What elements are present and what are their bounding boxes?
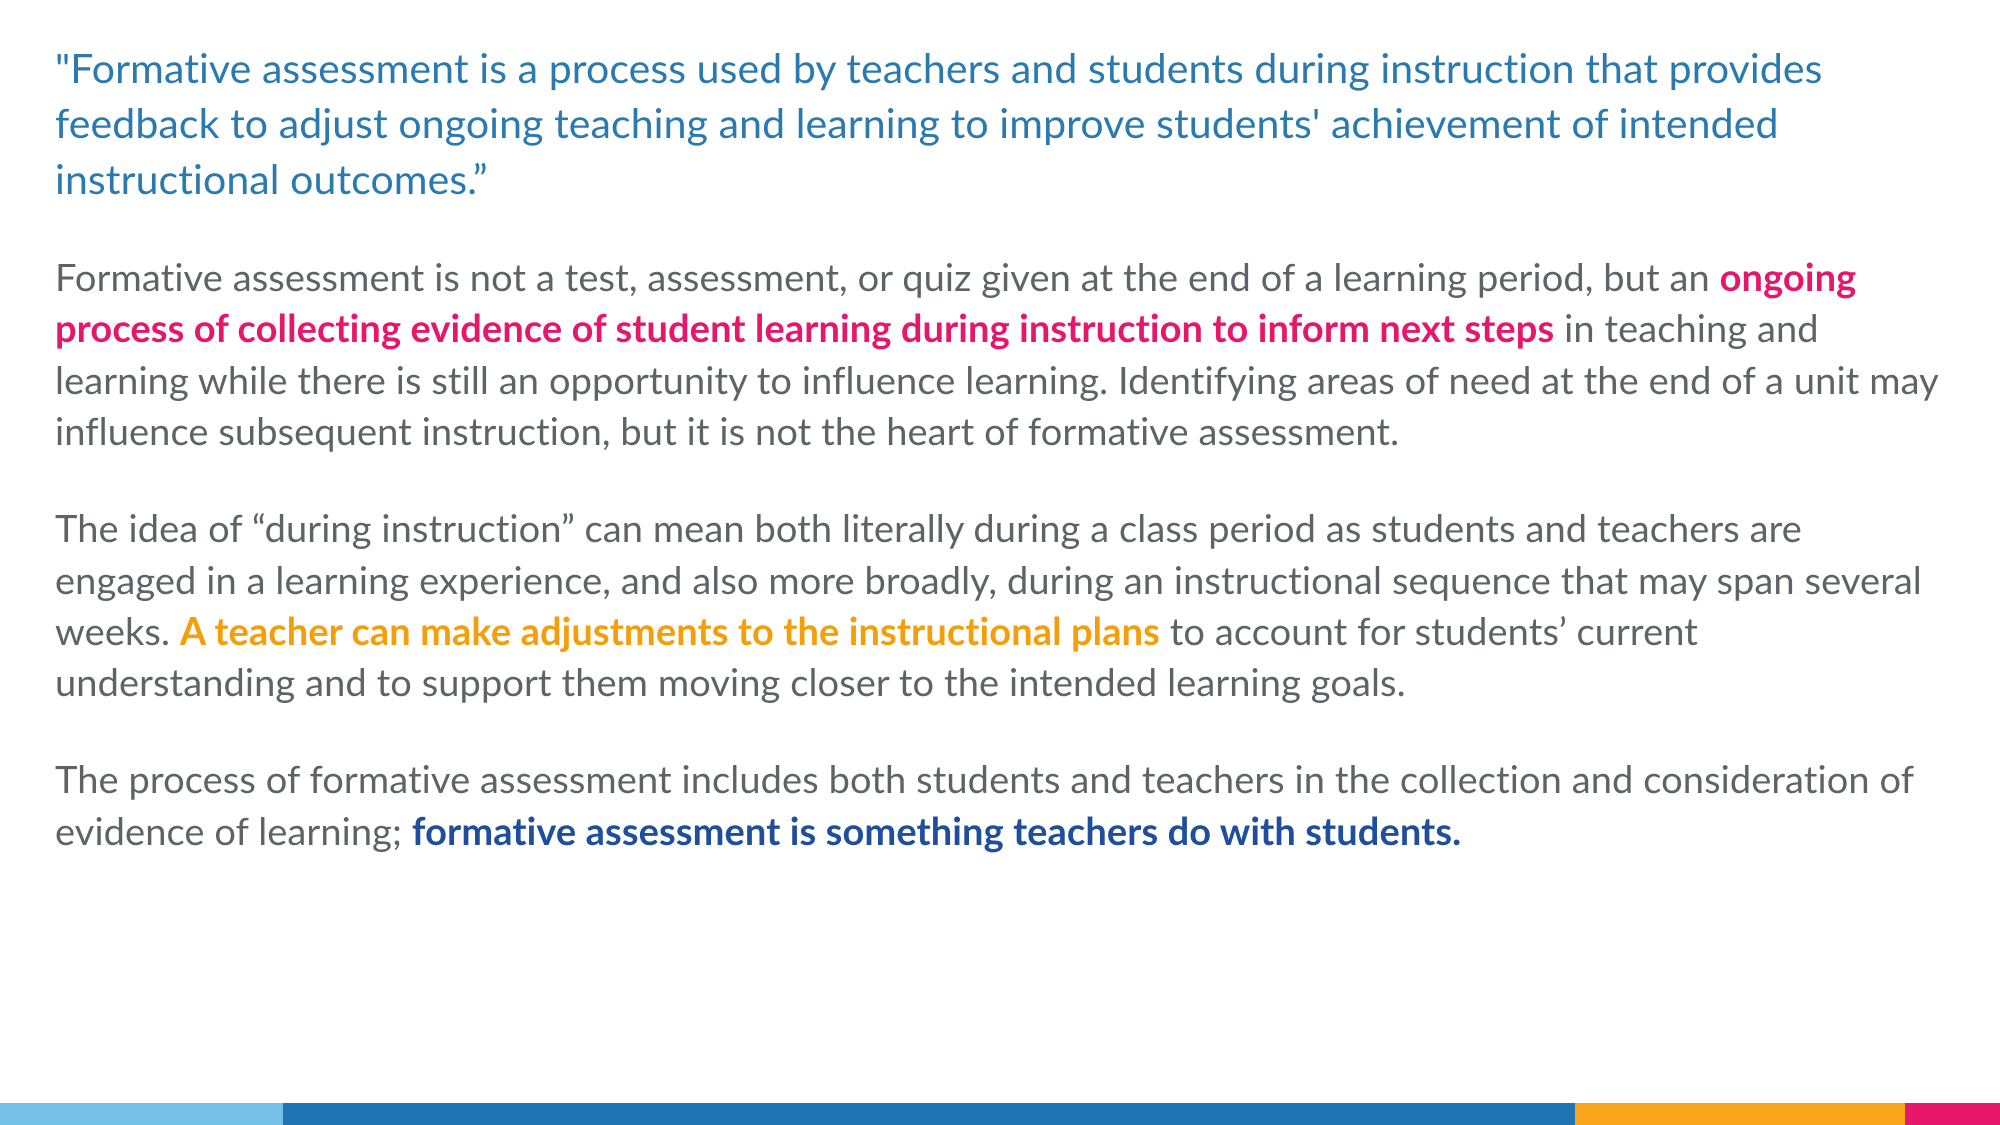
para3-highlight: formative assessment is something teache…: [412, 808, 1461, 854]
paragraph-3: The process of formative assessment incl…: [55, 754, 1945, 857]
stripe-segment-pink: [1905, 1103, 2000, 1125]
stripe-segment-blue: [283, 1103, 1575, 1125]
footer-stripe: [0, 1103, 2000, 1125]
paragraph-2: The idea of “during instruction” can mea…: [55, 503, 1945, 708]
slide-container: "Formative assessment is a process used …: [0, 0, 2000, 1125]
para1-pre: Formative assessment is not a test, asse…: [55, 254, 1720, 300]
stripe-segment-lightblue: [0, 1103, 283, 1125]
para2-highlight: A teacher can make adjustments to the in…: [180, 608, 1160, 654]
stripe-segment-orange: [1575, 1103, 1905, 1125]
paragraph-1: Formative assessment is not a test, asse…: [55, 252, 1945, 457]
quote-text: "Formative assessment is a process used …: [55, 40, 1945, 206]
